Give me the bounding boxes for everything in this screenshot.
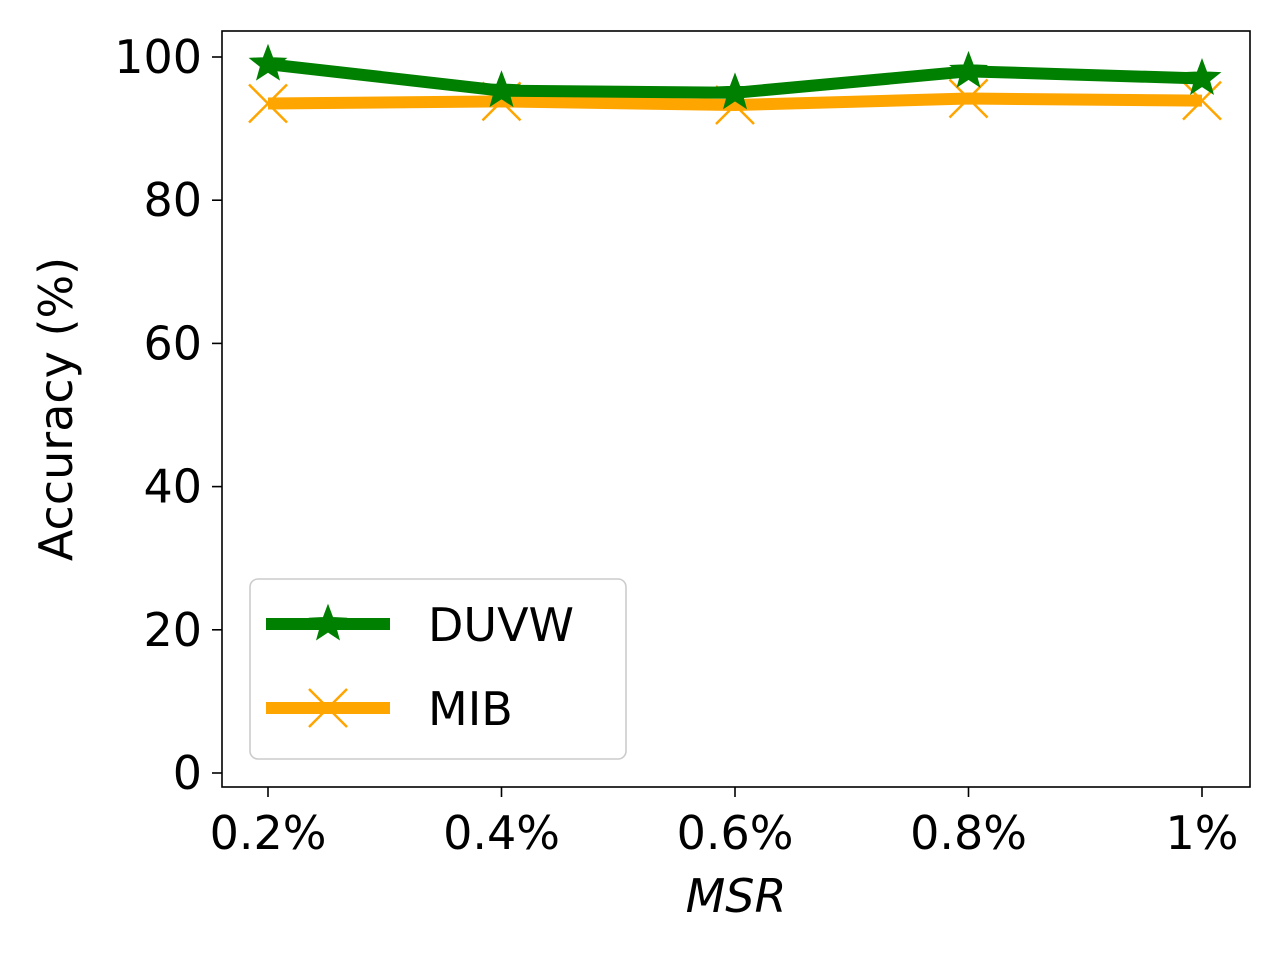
x-tick-label-1: 0.4% xyxy=(443,806,560,860)
data-point-duvw-0 xyxy=(248,43,288,81)
data-point-mib-0 xyxy=(248,83,288,124)
y-tick-label-80: 80 xyxy=(143,173,202,227)
data-point-mib-3 xyxy=(948,78,989,119)
legend-marker-mib xyxy=(308,688,348,728)
data-point-duvw-2 xyxy=(715,72,755,110)
y-tick-label-60: 60 xyxy=(143,316,202,370)
x-axis: 0.2% 0.4% 0.6% 0.8% 1% xyxy=(210,787,1239,860)
x-axis-title: MSR xyxy=(686,869,787,923)
data-point-mib-4 xyxy=(1182,80,1222,121)
legend-label-mib: MIB xyxy=(428,682,513,736)
y-tick-label-0: 0 xyxy=(173,746,202,800)
x-tick-label-3: 0.8% xyxy=(910,806,1027,860)
series-layer xyxy=(248,43,1222,125)
y-tick-label-100: 100 xyxy=(114,30,202,84)
data-point-duvw-4 xyxy=(1182,58,1222,96)
data-point-duvw-1 xyxy=(482,70,521,108)
data-point-duvw-3 xyxy=(949,50,988,88)
y-axis: 0 20 40 60 80 100 xyxy=(114,30,222,800)
y-axis-title: Accuracy (%) xyxy=(29,257,83,561)
x-tick-label-4: 1% xyxy=(1166,806,1239,860)
legend-label-duvw: DUVW xyxy=(428,598,574,652)
y-tick-label-40: 40 xyxy=(143,460,202,514)
x-tick-label-2: 0.6% xyxy=(677,806,794,860)
legend-marker-duvw xyxy=(308,603,348,641)
legend: DUVW MIB xyxy=(249,578,627,760)
x-tick-label-0: 0.2% xyxy=(210,806,327,860)
y-tick-label-20: 20 xyxy=(143,603,202,657)
